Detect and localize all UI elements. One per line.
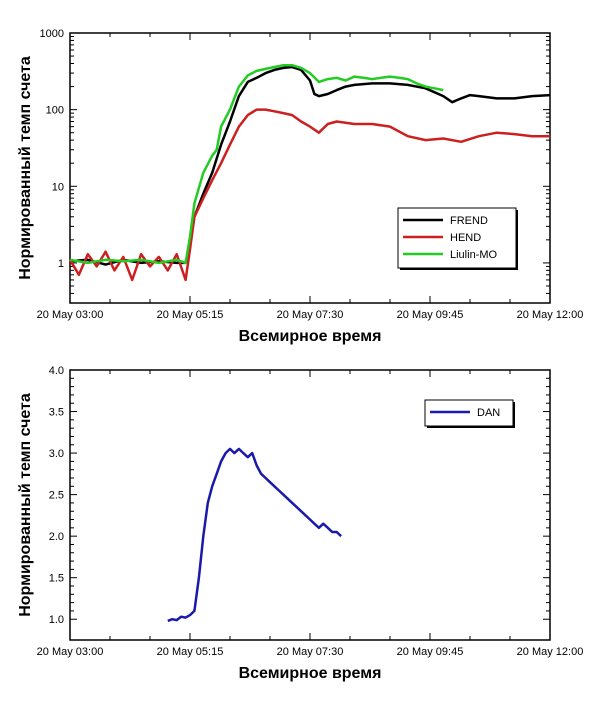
x-tick-label: 20 May 09:45 (397, 646, 464, 658)
y-tick-label: 2.5 (49, 490, 64, 502)
x-axis-title: Всемирное время (239, 328, 382, 345)
legend-label: DAN (477, 407, 500, 419)
series-line-hend (68, 108, 550, 282)
x-tick-label: 20 May 07:30 (277, 646, 344, 658)
legend: DAN (424, 399, 515, 428)
x-tick-label: 20 May 07:30 (277, 309, 344, 321)
series-line-liulin-mo (69, 63, 444, 265)
legend-label: Liulin-MO (450, 249, 498, 261)
y-tick-label: 1000 (40, 28, 64, 40)
y-tick-label: 3.5 (49, 407, 64, 419)
x-tick-label: 20 May 09:45 (397, 309, 464, 321)
legend: FREND HEND Liulin-MO (397, 207, 518, 270)
y-tick-label: 1 (58, 258, 64, 270)
x-tick-label: 20 May 03:00 (37, 646, 104, 658)
y-tick-label: 1.5 (49, 573, 64, 585)
x-axis-title: Всемирное время (239, 665, 382, 682)
x-tick-label: 20 May 03:00 (37, 309, 104, 321)
y-tick-label: 3.0 (49, 448, 64, 460)
y-tick-label: 10 (52, 181, 64, 193)
y-tick-label: 1.0 (49, 614, 64, 626)
x-tick-label: 20 May 12:00 (517, 646, 584, 658)
y-tick-label: 100 (46, 105, 64, 117)
legend-label: FREND (450, 215, 488, 227)
series-line-dan (167, 447, 342, 623)
y-tick-label: 4.0 (49, 365, 64, 377)
chart-bottom: 20 May 03:00 20 May 05:15 20 May 07:30 20 M… (17, 365, 583, 682)
x-tick-label: 20 May 12:00 (517, 309, 584, 321)
x-tick-label: 20 May 05:15 (157, 646, 224, 658)
y-axis-title: Нормированный темп счета (17, 393, 34, 617)
legend-label: HEND (450, 232, 481, 244)
y-tick-label: 2.0 (49, 531, 64, 543)
x-tick-label: 20 May 05:15 (157, 309, 224, 321)
chart-top: 20 May 03:00 20 May 05:15 20 May 07:30 20 M… (17, 28, 583, 345)
y-axis-title: Нормированный темп счета (17, 56, 34, 280)
